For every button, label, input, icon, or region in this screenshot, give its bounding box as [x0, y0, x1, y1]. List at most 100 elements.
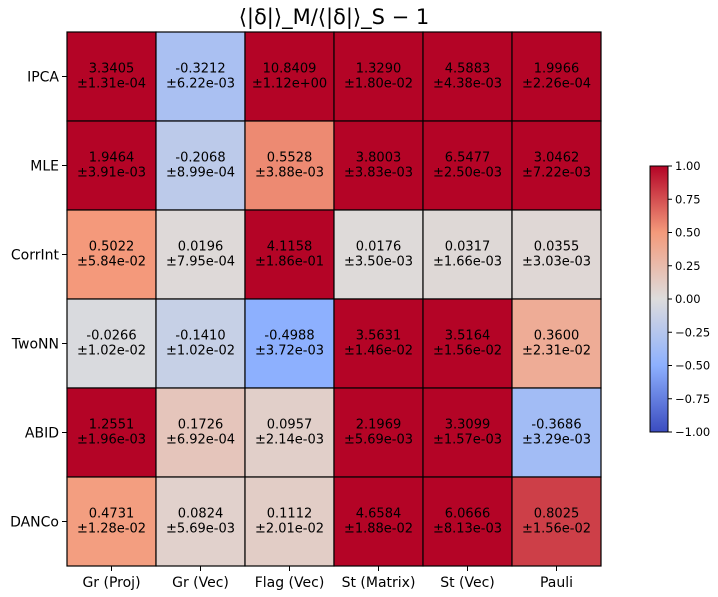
cell-value-label: 0.0824: [178, 507, 224, 522]
cell-error-label: ±3.72e-03: [255, 344, 324, 359]
cell-value-label: -0.3212: [175, 62, 225, 77]
cell-value-label: 2.1969: [356, 418, 402, 433]
heatmap-cell: [66, 476, 157, 567]
cell-error-label: ±1.56e-02: [522, 522, 591, 537]
heatmap-cell: [155, 209, 246, 300]
cell-value-label: 0.3600: [534, 329, 580, 344]
cell-value-label: 3.3099: [445, 418, 491, 433]
cell-error-label: ±6.22e-03: [166, 77, 235, 92]
cell-error-label: ±1.02e-02: [77, 344, 146, 359]
cell-error-label: ±4.38e-03: [433, 77, 502, 92]
heatmap-cell: [511, 387, 602, 478]
cell-value-label: 4.6584: [356, 507, 402, 522]
cell-value-label: -0.1410: [175, 329, 225, 344]
heatmap-axes: IPCA MLE CorrInt TwoNN ABID DANCo Gr (Proj) Gr …: [10, 70, 573, 592]
heatmap-cell: [422, 298, 513, 389]
x-tick-label: Pauli: [540, 575, 573, 591]
cell-value-label: 0.0176: [356, 240, 402, 255]
heatmap-cells: 3.3405±1.31e-04-0.3212±6.22e-0310.8409±1…: [66, 31, 602, 567]
cell-value-label: 3.3405: [89, 62, 135, 77]
cell-value-label: 1.9464: [89, 151, 135, 166]
heatmap-cell: [333, 31, 424, 122]
cell-error-label: ±2.31e-02: [522, 344, 591, 359]
x-tick-label: St (Vec): [440, 575, 495, 591]
cell-error-label: ±3.03e-03: [522, 255, 591, 270]
cell-error-label: ±1.80e-02: [344, 77, 413, 92]
cell-error-label: ±3.83e-03: [344, 166, 413, 181]
cell-value-label: 0.0355: [534, 240, 580, 255]
x-tick-label: St (Matrix): [342, 575, 416, 591]
colorbar-tick-label: −1.00: [675, 425, 710, 439]
cell-value-label: 3.0462: [534, 151, 580, 166]
heatmap-cell: [244, 387, 335, 478]
cell-value-label: 1.3290: [356, 62, 402, 77]
cell-error-label: ±1.57e-03: [433, 433, 502, 448]
cell-error-label: ±3.50e-03: [344, 255, 413, 270]
cell-value-label: 10.8409: [263, 62, 317, 77]
heatmap-cell: [422, 209, 513, 300]
cell-value-label: -0.4988: [264, 329, 314, 344]
cell-value-label: 1.2551: [89, 418, 135, 433]
y-tick-label: ABID: [25, 426, 59, 442]
colorbar-tick-label: −0.75: [675, 392, 710, 406]
cell-error-label: ±1.28e-02: [77, 522, 146, 537]
cell-value-label: 0.8025: [534, 507, 580, 522]
y-tick-label: CorrInt: [11, 248, 60, 264]
cell-value-label: 0.1112: [267, 507, 313, 522]
heatmap-cell: [422, 476, 513, 567]
colorbar: 1.00 0.75 0.50 0.25 0.00 −0.25 −0.50 −0.75 −1.00: [649, 159, 710, 439]
heatmap-cell: [155, 120, 246, 211]
heatmap-cell: [66, 31, 157, 122]
cell-error-label: ±7.95e-04: [166, 255, 235, 270]
colorbar-tick-label: 1.00: [675, 159, 701, 173]
cell-error-label: ±7.22e-03: [522, 166, 591, 181]
cell-value-label: 4.5883: [445, 62, 491, 77]
heatmap-cell: [333, 298, 424, 389]
colorbar-tick-label: 0.00: [675, 292, 701, 306]
cell-error-label: ±8.13e-03: [433, 522, 502, 537]
cell-error-label: ±1.46e-02: [344, 344, 413, 359]
colorbar-tick-label: −0.25: [675, 325, 710, 339]
y-tick-label: IPCA: [27, 70, 59, 86]
heatmap-cell: [66, 209, 157, 300]
heatmap-cell: [66, 387, 157, 478]
heatmap-cell: [511, 476, 602, 567]
cell-value-label: 0.1726: [178, 418, 224, 433]
cell-value-label: -0.0266: [86, 329, 136, 344]
cell-error-label: ±8.99e-04: [166, 166, 235, 181]
y-tick-label: MLE: [30, 159, 59, 175]
heatmap-cell: [155, 298, 246, 389]
cell-value-label: -0.3686: [531, 418, 581, 433]
y-tick-label: TwoNN: [11, 337, 59, 353]
heatmap-cell: [333, 387, 424, 478]
cell-error-label: ±1.88e-02: [344, 522, 413, 537]
cell-value-label: 3.5164: [445, 329, 491, 344]
cell-value-label: 4.1158: [267, 240, 313, 255]
cell-error-label: ±1.96e-03: [77, 433, 146, 448]
heatmap-cell: [511, 120, 602, 211]
heatmap-cell: [511, 298, 602, 389]
heatmap-cell: [422, 387, 513, 478]
cell-error-label: ±6.92e-04: [166, 433, 235, 448]
cell-value-label: 3.8003: [356, 151, 402, 166]
colorbar-gradient: [649, 165, 669, 433]
cell-error-label: ±5.69e-03: [344, 433, 413, 448]
cell-value-label: 0.5528: [267, 151, 313, 166]
x-tick-label: Flag (Vec): [255, 575, 325, 591]
heatmap-cell: [422, 31, 513, 122]
heatmap-cell: [511, 31, 602, 122]
colorbar-tick-label: 0.75: [675, 192, 701, 206]
cell-error-label: ±1.12e+00: [252, 77, 327, 92]
y-tick-label: DANCo: [10, 515, 59, 531]
cell-value-label: 6.0666: [445, 507, 491, 522]
cell-error-label: ±1.56e-02: [433, 344, 502, 359]
cell-error-label: ±2.26e-04: [522, 77, 591, 92]
cell-error-label: ±1.66e-03: [433, 255, 502, 270]
cell-error-label: ±5.84e-02: [77, 255, 146, 270]
cell-error-label: ±3.91e-03: [77, 166, 146, 181]
cell-error-label: ±1.02e-02: [166, 344, 235, 359]
heatmap-cell: [244, 31, 335, 122]
cell-value-label: 0.5022: [89, 240, 135, 255]
cell-error-label: ±5.69e-03: [166, 522, 235, 537]
